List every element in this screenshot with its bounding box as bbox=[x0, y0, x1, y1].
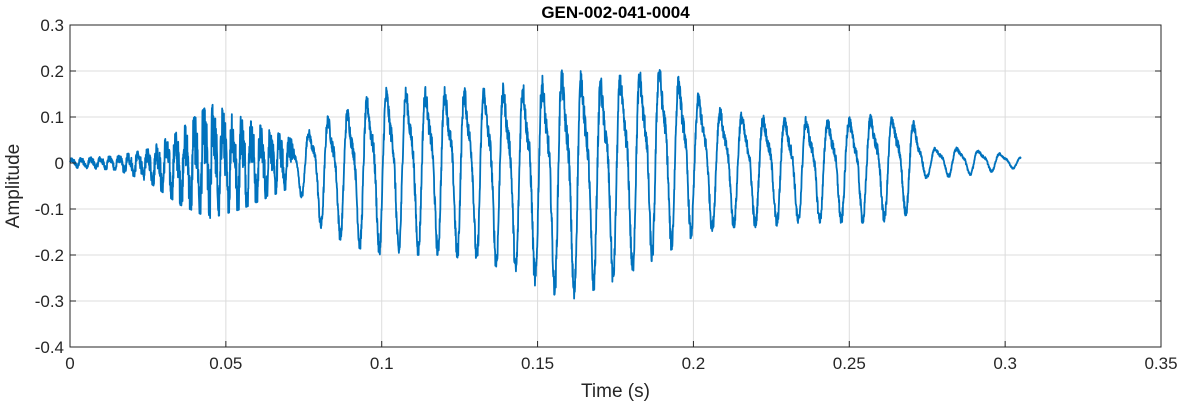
x-tick-label: 0.35 bbox=[1144, 354, 1177, 373]
y-tick-label: 0 bbox=[55, 154, 64, 173]
y-axis-label: Amplitude bbox=[3, 144, 24, 229]
series-layer bbox=[69, 69, 1022, 300]
y-tick-label: 0.2 bbox=[40, 62, 64, 81]
y-tick-label: 0.1 bbox=[40, 108, 64, 127]
y-tick-label: -0.2 bbox=[35, 246, 64, 265]
x-tick-label: 0 bbox=[65, 354, 74, 373]
plot-frame bbox=[69, 24, 1162, 348]
y-tick-label: -0.4 bbox=[35, 338, 64, 357]
x-tick-label: 0.3 bbox=[993, 354, 1017, 373]
x-tick-label: 0.1 bbox=[370, 354, 394, 373]
x-tick-label: 0.15 bbox=[521, 354, 554, 373]
x-tick-label: 0.25 bbox=[833, 354, 866, 373]
y-tick-label: -0.3 bbox=[35, 292, 64, 311]
y-tick-label: -0.1 bbox=[35, 200, 64, 219]
y-tick-label: 0.3 bbox=[40, 16, 64, 35]
x-axis-label: Time (s) bbox=[581, 381, 650, 402]
x-tick-label: 0.2 bbox=[682, 354, 706, 373]
x-axis: 0 0.05 0.1 0.15 0.2 0.25 0.3 0.35 bbox=[65, 25, 1178, 373]
y-axis: -0.4 -0.3 -0.2 -0.1 0 0.1 0.2 0.3 bbox=[35, 16, 1161, 357]
chart-title: GEN-002-041-0004 bbox=[541, 3, 690, 22]
waveform-series-line bbox=[69, 69, 1022, 300]
x-tick-label: 0.05 bbox=[209, 354, 242, 373]
